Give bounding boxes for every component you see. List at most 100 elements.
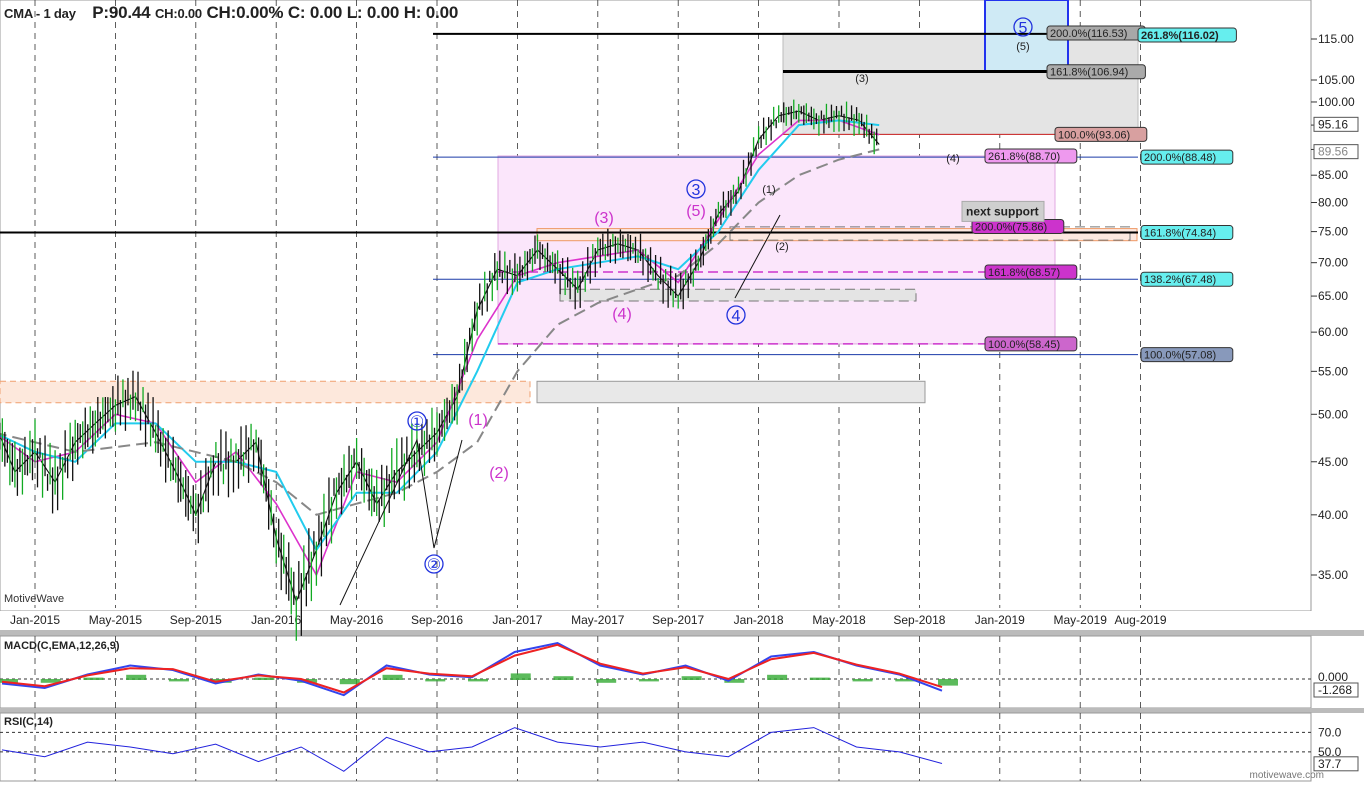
fib-label: 200.0%(116.53): [1050, 28, 1127, 40]
fib-label: 261.8%(88.70): [988, 151, 1060, 163]
x-tick-label: Sep-2017: [652, 613, 704, 627]
rsi-tick-label: 37.7: [1318, 757, 1342, 771]
watermark-right: motivewave.com: [1249, 770, 1324, 781]
wave-label-black: (3): [855, 73, 868, 85]
wave-circle: [686, 179, 706, 199]
rsi-series: [1, 727, 943, 772]
y-tick-label: 60.00: [1318, 325, 1348, 339]
wave-circle: [726, 305, 746, 325]
macd-tick-label: 0.000: [1318, 670, 1348, 684]
fib-label: 100.0%(58.45): [988, 339, 1060, 351]
wave-label-magenta: (3): [594, 210, 614, 227]
panel-divider: [0, 708, 1364, 713]
rsi-label: RSI(C,14): [4, 716, 53, 728]
fib-label: 261.8%(116.02): [1141, 30, 1219, 42]
wave-label-magenta: (5): [686, 203, 706, 220]
y-tick-label: 115.00: [1318, 32, 1354, 46]
fib-label-box: [1140, 347, 1234, 363]
y-tick-label: 85.00: [1318, 168, 1348, 182]
macd-series: [1, 643, 943, 694]
fib-label: 100.0%(57.08): [1144, 350, 1216, 362]
x-tick-label: May-2015: [89, 613, 143, 627]
high-value: H: 0.00: [403, 3, 459, 22]
macd-histogram-bar: [553, 676, 574, 680]
macd-histogram-bar: [809, 677, 830, 680]
chart-header: CMA - 1 day P:90.44 CH:0.00 CH:0.00% C: …: [4, 3, 458, 23]
fib-label-box: [984, 336, 1078, 352]
y-tick-label: 50.00: [1318, 407, 1348, 421]
fib-label-box: [1046, 64, 1146, 80]
wave-label-blue: ②: [427, 557, 441, 574]
macd-histogram-bar: [425, 679, 446, 682]
y-tick-label: 70.00: [1318, 256, 1348, 270]
current-price-label: 89.56: [1318, 145, 1348, 159]
wave-label-blue: ①: [410, 414, 424, 431]
macd-histogram-bar: [168, 679, 189, 682]
support-zone-dashed: [559, 288, 917, 302]
fib-label: 161.8%(68.57): [988, 267, 1060, 279]
macd-histogram-bar: [638, 679, 659, 682]
macd-current-label: -1.268: [1318, 683, 1352, 697]
y-tick-label: 80.00: [1318, 196, 1348, 210]
y-tick-label: 55.00: [1318, 364, 1348, 378]
x-tick-label: May-2019: [1054, 613, 1108, 627]
macd-histogram-bar: [938, 679, 958, 686]
y-tick-label: 75.00: [1318, 225, 1348, 239]
macd-histogram-bar: [339, 679, 360, 685]
macd-histogram-bar: [724, 679, 745, 683]
wave-circle: [407, 411, 427, 431]
x-tick-label: Jan-2017: [492, 613, 542, 627]
change-value: CH:0.00: [154, 6, 202, 21]
y-tick-label: 40.00: [1318, 508, 1348, 522]
x-tick-label: Aug-2019: [1114, 613, 1166, 627]
x-tick-label: Jan-2018: [734, 613, 784, 627]
macd-histogram-bar: [382, 674, 403, 680]
resistance-zone-orange: [0, 380, 531, 404]
fib-label-box: [1137, 27, 1237, 43]
low-value: L: 0.00: [346, 3, 400, 22]
fib-label-box: [984, 148, 1078, 164]
symbol-title: CMA - 1 day: [4, 6, 76, 21]
next-support-box: [961, 200, 1045, 222]
fib-label: 200.0%(88.48): [1144, 152, 1216, 164]
fib-label-box: [1054, 126, 1148, 142]
wave-label-blue: 5: [1019, 20, 1028, 37]
fib-label: 138.2%(67.48): [1144, 274, 1216, 286]
close-value: C: 0.00: [287, 3, 343, 22]
wave-line: [339, 438, 463, 606]
current-price-box: [1313, 144, 1359, 160]
macd-histogram-bar: [767, 674, 788, 680]
change-pct-value: CH:0.00%: [206, 3, 284, 22]
wave-circle: [424, 554, 444, 574]
rsi-current-box: [1313, 756, 1359, 772]
wave-label-black: (5): [1016, 41, 1029, 53]
macd-histogram-bar: [468, 679, 488, 682]
y-tick-label: 65.00: [1318, 289, 1348, 303]
x-tick-label: Jan-2015: [10, 613, 60, 627]
x-tick-label: Sep-2018: [893, 613, 945, 627]
fib-label-box: [984, 264, 1078, 280]
y-tick-label: 45.00: [1318, 455, 1348, 469]
moving-average-series: [0, 148, 880, 516]
macd-current-box: [1313, 682, 1359, 698]
wave-label-blue: 4: [732, 308, 741, 325]
x-axis-band: [0, 611, 1364, 629]
wave-label-black: (2): [775, 241, 788, 253]
wave-label-blue: 3: [692, 182, 701, 199]
wave-circle: [1013, 17, 1033, 37]
y-tick-label: 105.00: [1318, 73, 1355, 87]
wave-line: [734, 214, 781, 299]
macd-histogram-bar: [681, 676, 702, 680]
x-tick-label: Jan-2016: [251, 613, 301, 627]
target-zone-pink: [497, 155, 1056, 345]
rsi-panel: [0, 712, 1312, 782]
x-tick-label: May-2016: [330, 613, 384, 627]
macd-histogram-bar: [254, 677, 275, 680]
fib-label: 161.8%(74.84): [1144, 228, 1216, 240]
wave-label-magenta: (1): [468, 412, 488, 429]
panel-divider: [0, 630, 1364, 636]
x-tick-label: Sep-2015: [170, 613, 222, 627]
macd-histogram-bar: [126, 674, 147, 680]
